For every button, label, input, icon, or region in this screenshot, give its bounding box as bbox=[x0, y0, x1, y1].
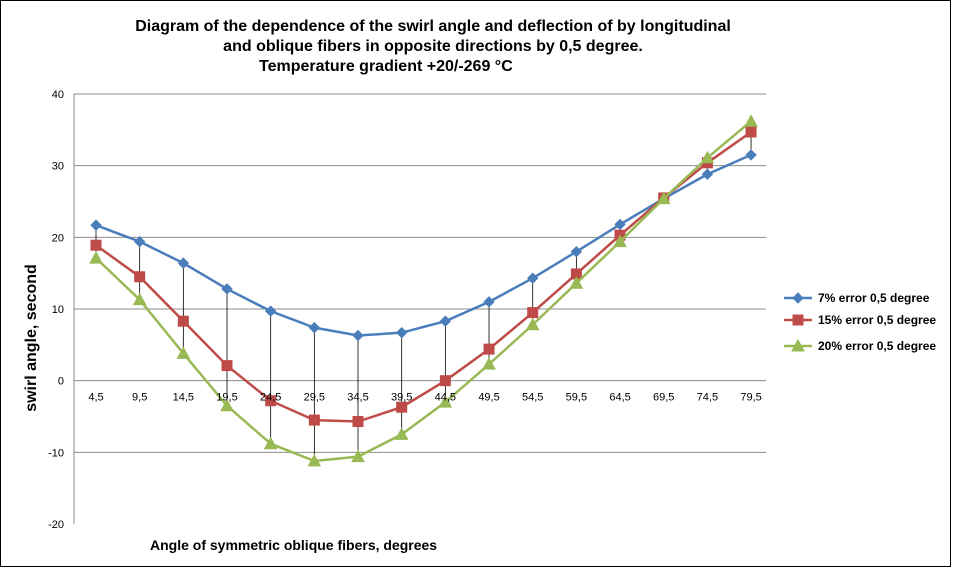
data-point-marker bbox=[264, 305, 277, 317]
x-tick-label: 59,5 bbox=[566, 392, 587, 404]
y-axis-label: swirl angle, second bbox=[23, 264, 40, 412]
x-tick-label: 54,5 bbox=[522, 392, 543, 404]
data-point-marker bbox=[745, 149, 757, 161]
data-point-marker bbox=[701, 168, 714, 180]
legend-label: 7% error 0,5 degree bbox=[818, 291, 930, 305]
data-point-marker bbox=[656, 191, 671, 205]
x-tick-label: 44,5 bbox=[435, 392, 456, 404]
data-point-marker bbox=[90, 219, 102, 231]
legend-item: 20% error 0,5 degree bbox=[784, 338, 936, 353]
data-point-marker bbox=[482, 357, 496, 370]
y-tick-label: 0 bbox=[58, 376, 64, 388]
data-point-marker bbox=[352, 416, 364, 428]
y-tick-label: -20 bbox=[48, 519, 64, 531]
data-point-marker bbox=[177, 257, 190, 269]
data-point-marker bbox=[483, 296, 495, 308]
x-tick-label: 34,5 bbox=[347, 392, 368, 404]
data-point-marker bbox=[394, 427, 409, 440]
data-point-marker bbox=[613, 234, 627, 248]
series-line bbox=[95, 153, 752, 337]
data-point-marker bbox=[352, 329, 364, 342]
data-point-marker bbox=[744, 114, 758, 127]
data-point-marker bbox=[308, 414, 320, 426]
data-point-marker bbox=[263, 436, 278, 450]
x-tick-label: 79,5 bbox=[740, 392, 761, 404]
x-tick-label: 74,5 bbox=[697, 392, 718, 404]
x-tick-label: 69,5 bbox=[653, 392, 674, 404]
data-point-marker bbox=[133, 235, 146, 248]
chart-title-line-2: and oblique fibers in opposite direction… bbox=[223, 38, 643, 55]
y-tick-label: 40 bbox=[52, 89, 64, 101]
data-point-marker bbox=[351, 449, 365, 463]
data-point-marker bbox=[791, 338, 805, 352]
series-group bbox=[89, 114, 758, 467]
y-tick-label: 10 bbox=[52, 304, 64, 316]
x-tick-label: 19,5 bbox=[216, 392, 237, 404]
legend-label: 20% error 0,5 degree bbox=[818, 339, 936, 353]
data-point-marker bbox=[221, 360, 233, 372]
data-point-marker bbox=[527, 307, 539, 319]
data-point-marker bbox=[89, 251, 103, 264]
y-tick-label: 20 bbox=[52, 232, 64, 244]
data-point-marker bbox=[177, 315, 189, 327]
series-line bbox=[95, 120, 752, 463]
data-point-marker bbox=[396, 401, 408, 413]
y-tick-label: 30 bbox=[52, 161, 64, 173]
legend: 7% error 0,5 degree 15% error 0,5 degree 2… bbox=[784, 291, 936, 353]
data-point-marker bbox=[792, 314, 804, 326]
data-point-marker bbox=[220, 398, 234, 412]
data-point-marker bbox=[483, 343, 495, 355]
y-tick-label: -10 bbox=[48, 447, 64, 459]
data-point-marker bbox=[745, 126, 757, 138]
data-point-marker bbox=[395, 326, 408, 339]
data-point-marker bbox=[570, 245, 583, 258]
data-point-marker bbox=[90, 239, 102, 251]
chart-title-line-3: Temperature gradient +20/-269 °C bbox=[259, 58, 513, 75]
data-point-marker bbox=[569, 276, 584, 289]
legend-item: 7% error 0,5 degree bbox=[784, 291, 930, 305]
series-3 bbox=[89, 114, 758, 467]
x-tick-label: 39,5 bbox=[391, 392, 412, 404]
legend-label: 15% error 0,5 degree bbox=[818, 313, 936, 327]
drop-lines bbox=[95, 121, 752, 461]
x-tick-label: 29,5 bbox=[304, 392, 325, 404]
data-point-marker bbox=[438, 395, 453, 408]
data-point-marker bbox=[439, 375, 451, 387]
x-tick-label: 4,5 bbox=[88, 392, 103, 404]
x-tick-label: 14,5 bbox=[173, 392, 194, 404]
data-point-marker bbox=[308, 321, 321, 334]
grid-lines bbox=[73, 93, 766, 524]
data-point-marker bbox=[792, 292, 804, 304]
data-point-marker bbox=[439, 315, 452, 327]
x-tick-label: 64,5 bbox=[609, 392, 630, 404]
data-point-marker bbox=[307, 453, 322, 467]
data-point-marker bbox=[176, 346, 191, 359]
x-axis-label: Angle of symmetric oblique fibers, degre… bbox=[150, 537, 437, 553]
data-point-marker bbox=[132, 292, 147, 306]
data-point-marker bbox=[134, 271, 146, 283]
data-point-marker bbox=[614, 218, 626, 231]
data-point-marker bbox=[700, 150, 715, 164]
series-line bbox=[95, 130, 752, 423]
x-tick-label: 9,5 bbox=[132, 392, 147, 404]
data-point-marker bbox=[221, 283, 233, 295]
data-point-marker bbox=[525, 317, 540, 331]
chart-title-line-1: Diagram of the dependence of the swirl a… bbox=[135, 18, 731, 35]
x-tick-label: 24,5 bbox=[260, 392, 281, 404]
series-2 bbox=[90, 126, 757, 428]
data-point-marker bbox=[265, 395, 277, 407]
data-point-marker bbox=[526, 272, 539, 284]
series-1 bbox=[90, 149, 757, 342]
x-tick-label: 49,5 bbox=[478, 392, 499, 404]
tick-labels: -20 -10 0 10 20 30 40 4,5 9,5 14,5 19,5 24,5 29,5 34,… bbox=[48, 89, 762, 531]
legend-item: 15% error 0,5 degree bbox=[784, 313, 936, 327]
